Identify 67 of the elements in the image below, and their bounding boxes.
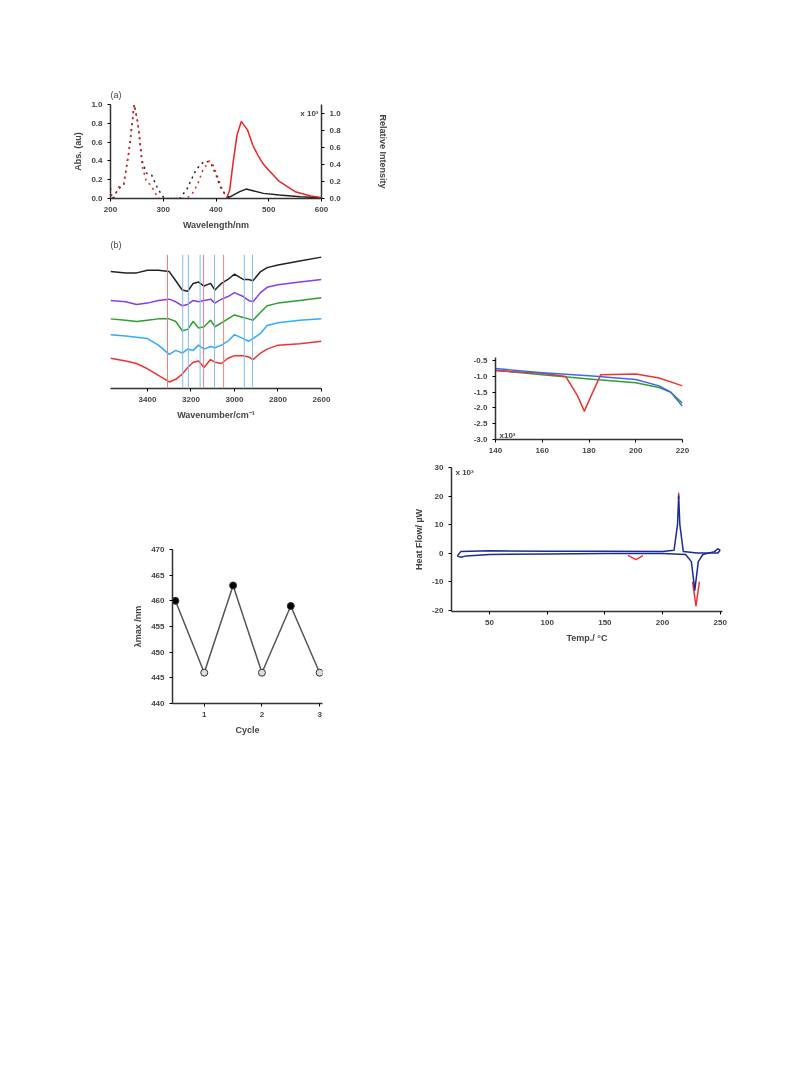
y-axis-title: Abs. (au): [73, 132, 84, 171]
x-tick-label: 500: [262, 204, 276, 214]
annotation: x 10³: [300, 108, 319, 118]
x-tick-label: 180: [582, 445, 597, 455]
x-tick-label: 50: [485, 617, 495, 627]
x-tick-label: 220: [675, 445, 690, 455]
x-tick-label: 150: [598, 617, 613, 627]
annotation: x10³: [499, 430, 516, 440]
y2-tick-label: 0.2: [329, 176, 342, 186]
x-tick-label: 2800: [269, 394, 288, 404]
x-tick-label: 3400: [138, 394, 157, 404]
y2-tick-label: 0.0: [329, 194, 342, 203]
y-tick-label: 0.8: [91, 118, 104, 128]
y-tick-label: -1.0: [473, 371, 489, 381]
y2-tick-label: 0.8: [329, 125, 342, 135]
y-tick-label: 0.4: [91, 156, 104, 166]
x-axis-title: Wavelength/nm: [182, 219, 250, 230]
x-axis-title: Temp./ °C: [566, 632, 608, 643]
y-axis-title: Heat Flow/ µW: [413, 508, 424, 571]
y-tick-label: -2.0: [473, 403, 489, 413]
x-tick-label: 100: [540, 617, 555, 627]
x-tick-label: 250: [713, 617, 728, 627]
y2-tick-label: 1.0: [329, 108, 342, 118]
x-tick-label: 3200: [182, 394, 201, 404]
y-tick-label: -0.5: [473, 356, 489, 366]
text: (b): [110, 239, 122, 250]
y-tick-label: 460: [151, 596, 166, 606]
x-tick-label: 200: [655, 617, 670, 627]
y-tick-label: 0.2: [91, 175, 104, 185]
x-axis-title: Cycle: [235, 724, 260, 735]
y-tick-label: -3.0: [473, 435, 489, 444]
x-tick-label: 2600: [312, 394, 331, 404]
y2-axis-title: Relative Intensity: [377, 114, 388, 189]
y-axis-title: λmax /nm: [133, 605, 144, 648]
y-tick-label: 445: [151, 673, 166, 683]
y-tick-label: 0: [439, 548, 445, 558]
y-tick-label: -20: [431, 605, 445, 615]
x-tick-label: 1: [202, 709, 208, 719]
y-tick-label: -1.5: [473, 387, 489, 397]
x-tick-label: 3000: [225, 394, 244, 404]
y2-tick-label: 0.4: [329, 159, 342, 169]
y-tick-label: 455: [151, 622, 166, 631]
y-tick-label: 30: [434, 463, 445, 472]
y-tick-label: 10: [434, 520, 445, 530]
x-tick-label: 3: [317, 709, 323, 719]
x-tick-label: 2: [259, 709, 265, 719]
x-tick-label: 160: [535, 445, 550, 455]
y-tick-label: 465: [151, 570, 166, 580]
y-tick-label: 450: [151, 647, 166, 657]
x-tick-label: 600: [314, 204, 329, 214]
y2-tick-label: 0.6: [329, 142, 342, 152]
y-tick-label: -2.5: [473, 419, 489, 429]
annotation: x 10³: [455, 467, 475, 477]
y-tick-label: 0.6: [91, 137, 104, 147]
y-tick-label: 20: [434, 491, 445, 501]
y-tick-label: 440: [151, 699, 166, 708]
y-tick-label: 470: [151, 545, 166, 554]
x-tick-label: 400: [209, 204, 224, 214]
x-axis-title: Wavenumber/cm⁻¹: [177, 409, 255, 420]
x-tick-label: 300: [156, 204, 171, 214]
x-tick-label: 200: [629, 445, 643, 455]
y-tick-label: 0.0: [91, 194, 104, 203]
text: (a): [110, 89, 122, 100]
x-tick-label: 200: [103, 204, 118, 214]
x-tick-label: 140: [488, 445, 503, 455]
y-tick-label: -10: [431, 577, 445, 587]
y-tick-label: 1.0: [91, 100, 104, 109]
